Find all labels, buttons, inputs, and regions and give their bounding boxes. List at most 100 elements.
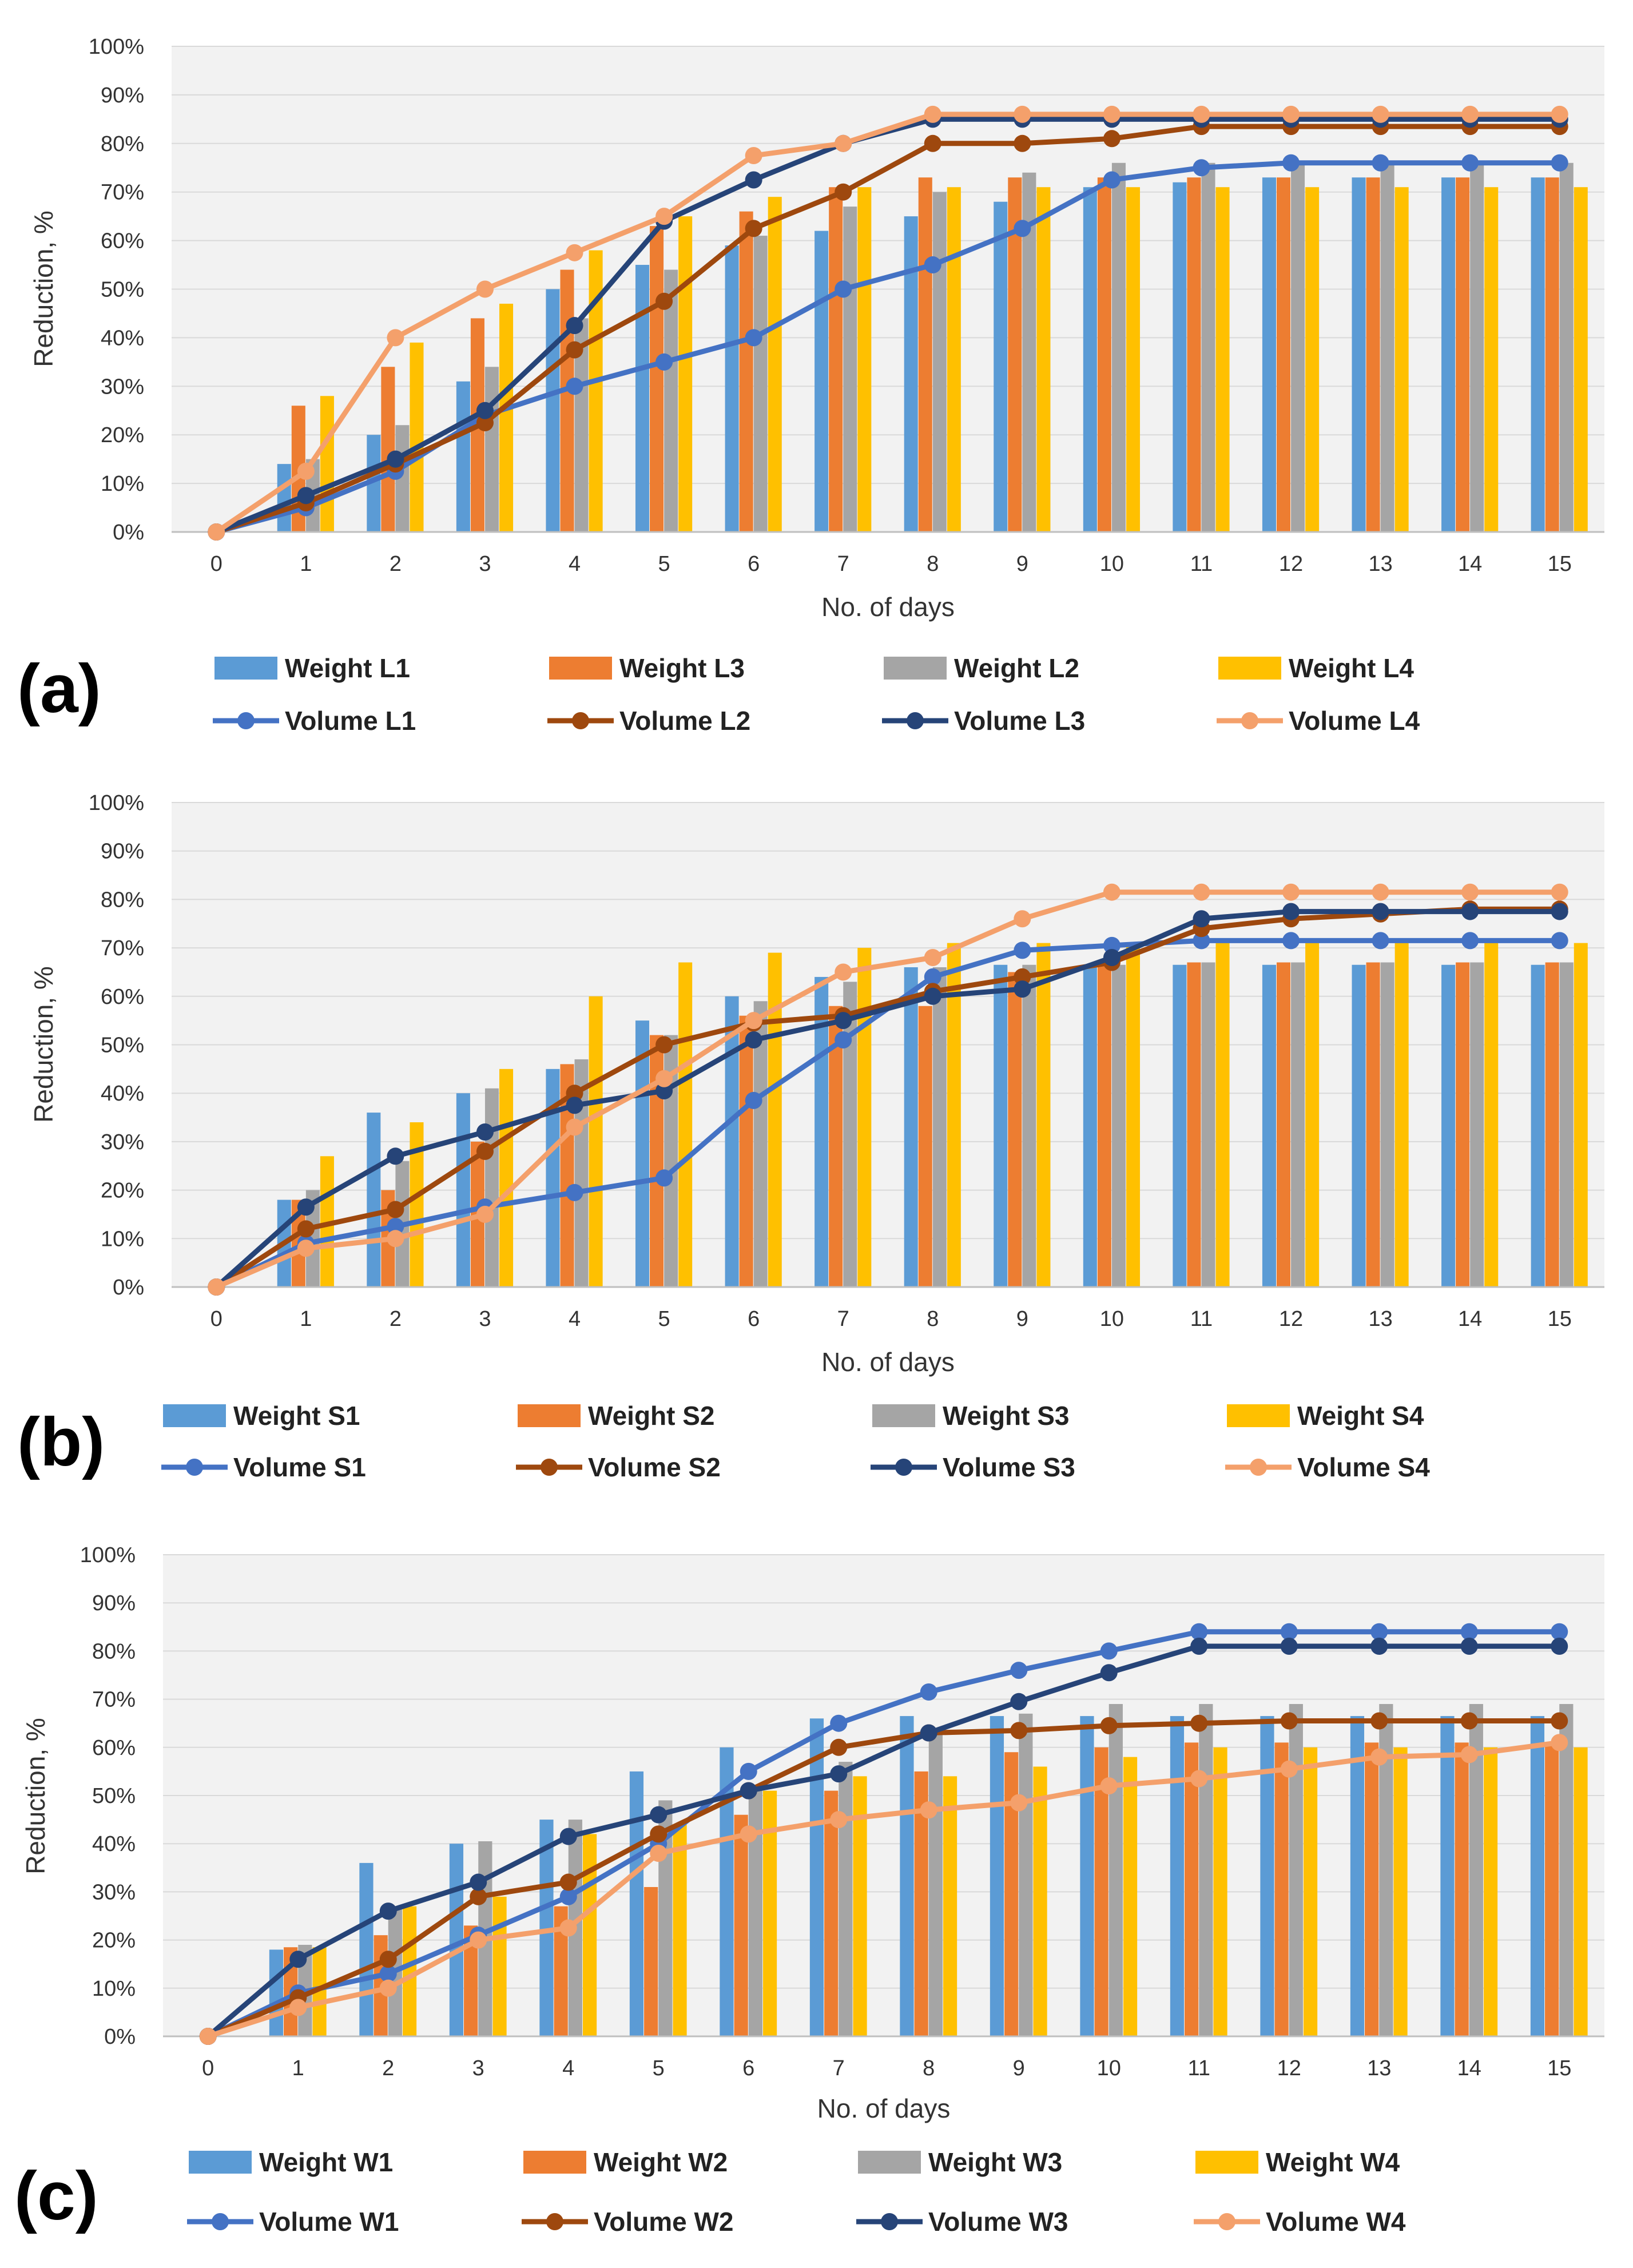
bar-weight-l4 <box>857 187 872 533</box>
bar-weight-s3 <box>1470 962 1484 1287</box>
point-volume-s4 <box>1193 883 1210 901</box>
bar-weight-w2 <box>644 1886 658 2036</box>
point-volume-s3 <box>1193 910 1210 928</box>
y-tick-label: 40% <box>101 1082 144 1106</box>
y-axis-label: Reduction, % <box>21 1718 50 1874</box>
x-tick-label: 13 <box>1368 1307 1392 1331</box>
point-volume-l3 <box>476 402 494 419</box>
point-volume-w4 <box>1551 1734 1568 1751</box>
point-volume-s1 <box>387 1218 404 1236</box>
line-volume-w1 <box>206 1629 1560 2039</box>
point-volume-w4 <box>1010 1794 1028 1812</box>
x-tick-label: 10 <box>1100 1307 1124 1331</box>
legend-item: Volume W3 <box>856 2207 1068 2237</box>
bar-weight-l4 <box>1036 187 1051 533</box>
x-tick-label: 3 <box>479 1307 491 1331</box>
point-volume-s2 <box>387 1201 404 1218</box>
bar-weight-l1 <box>1531 177 1545 533</box>
bar-weight-s3 <box>1291 962 1305 1287</box>
panel-label: (b) <box>17 1404 105 1480</box>
bar-weight-s4 <box>499 1069 514 1287</box>
point-volume-w1 <box>1551 1623 1568 1641</box>
point-volume-s2 <box>476 1142 494 1160</box>
bar-weight-l4 <box>410 342 424 532</box>
x-tick-label: 3 <box>479 552 491 576</box>
legend-label: Volume S4 <box>1297 1452 1430 1482</box>
bar-weight-w4 <box>1574 1747 1588 2036</box>
bar-weight-w1 <box>269 1949 284 2036</box>
legend-swatch <box>549 657 612 680</box>
point-volume-s1 <box>1551 932 1568 950</box>
point-volume-l4 <box>1014 105 1031 123</box>
point-volume-s2 <box>1014 968 1031 986</box>
bar-weight-w2 <box>1094 1747 1108 2036</box>
bar-weight-l2 <box>932 192 947 532</box>
point-volume-w4 <box>830 1811 848 1829</box>
legend-item: Volume L3 <box>882 706 1085 736</box>
point-volume-l2 <box>655 292 673 310</box>
legend-label: Volume L2 <box>619 706 750 736</box>
bar-weight-s4 <box>1574 943 1588 1287</box>
point-volume-s3 <box>1551 903 1568 920</box>
point-volume-s4 <box>208 1278 225 1296</box>
point-volume-s3 <box>387 1147 404 1165</box>
y-tick-label: 50% <box>101 1034 144 1058</box>
legend-item: Volume S1 <box>161 1452 366 1482</box>
x-tick-label: 14 <box>1458 552 1482 576</box>
bar-weight-w1 <box>1170 1716 1185 2036</box>
point-volume-s3 <box>1014 980 1031 998</box>
y-tick-label: 80% <box>92 1639 136 1663</box>
point-volume-s1 <box>655 1169 673 1187</box>
bar-weight-s4 <box>947 943 961 1287</box>
x-axis-label: No. of days <box>817 2094 951 2123</box>
x-tick-label: 7 <box>837 1307 849 1331</box>
point-volume-l1 <box>1014 220 1031 237</box>
x-tick-label: 3 <box>472 2056 484 2080</box>
point-volume-s3 <box>1103 949 1121 967</box>
bar-weight-s4 <box>1036 943 1051 1287</box>
x-tick-label: 7 <box>833 2056 845 2080</box>
bar-weight-s4 <box>1215 943 1230 1287</box>
point-volume-w1 <box>920 1683 937 1701</box>
point-volume-s2 <box>566 1085 583 1102</box>
bar-weight-l3 <box>1008 177 1022 533</box>
legend-label: Volume W4 <box>1266 2207 1406 2237</box>
bar-weight-w3 <box>1199 1704 1213 2036</box>
legend-label: Weight W3 <box>928 2147 1062 2177</box>
point-volume-l2 <box>745 220 762 237</box>
point-volume-s3 <box>476 1123 494 1141</box>
bar-weight-w3 <box>839 1762 853 2036</box>
bar-weight-s1 <box>1531 964 1545 1287</box>
bar-weight-w2 <box>1365 1742 1379 2036</box>
bar-weight-w4 <box>1213 1747 1227 2036</box>
legend-item: Volume S3 <box>871 1452 1075 1482</box>
bar-weight-l1 <box>1441 177 1456 533</box>
y-tick-label: 100% <box>80 1543 136 1567</box>
y-tick-label: 10% <box>101 472 144 496</box>
bar-weight-l1 <box>904 216 918 532</box>
legend-item: Weight W1 <box>189 2147 393 2177</box>
point-volume-w2 <box>1551 1712 1568 1730</box>
bar-weight-l1 <box>725 245 739 532</box>
point-volume-w2 <box>379 1951 397 1968</box>
point-volume-s3 <box>1372 903 1389 920</box>
point-volume-l1 <box>1103 171 1121 189</box>
line-volume-l4 <box>214 112 1560 534</box>
legend-swatch <box>214 657 277 680</box>
point-volume-l1 <box>835 280 852 298</box>
point-volume-l4 <box>835 134 852 152</box>
bar-weight-w2 <box>1455 1742 1469 2036</box>
point-volume-l1 <box>745 329 762 347</box>
legend-label: Volume W1 <box>259 2207 399 2237</box>
y-tick-label: 80% <box>101 888 144 912</box>
point-volume-w3 <box>1551 1637 1568 1655</box>
bar-weight-s1 <box>456 1093 470 1287</box>
legend-item: Volume S4 <box>1225 1452 1430 1482</box>
legend-item: Weight W3 <box>858 2147 1062 2177</box>
point-volume-w3 <box>920 1724 937 1742</box>
point-volume-w3 <box>1010 1693 1028 1710</box>
point-volume-w4 <box>379 1979 397 1997</box>
x-tick-label: 10 <box>1100 552 1124 576</box>
point-volume-s3 <box>1461 903 1479 920</box>
bar-weight-w3 <box>1019 1713 1033 2036</box>
